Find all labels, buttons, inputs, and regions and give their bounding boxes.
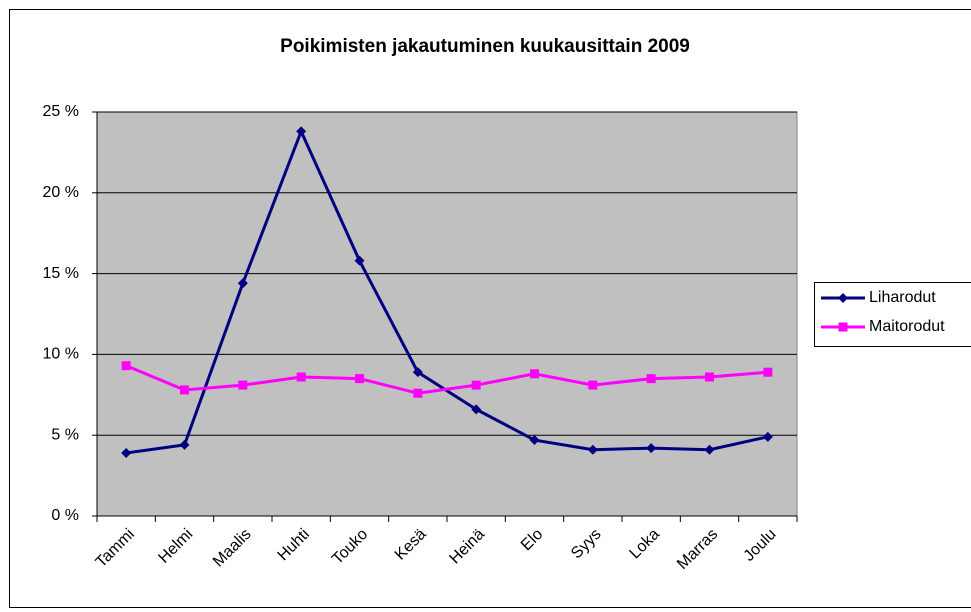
marker	[762, 431, 773, 442]
chart-title: Poikimisten jakautuminen kuukausittain 2…	[280, 36, 690, 57]
marker	[471, 380, 481, 390]
y-tick-label: 15 %	[43, 265, 79, 282]
marker	[838, 322, 848, 332]
marker	[237, 278, 248, 289]
marker	[180, 385, 189, 395]
marker	[179, 439, 190, 450]
legend-label: Maitorodut	[869, 318, 945, 335]
marker	[355, 374, 364, 384]
y-tick-label: 10 %	[43, 346, 79, 363]
legend-label: Liharodut	[869, 289, 936, 306]
marker	[296, 372, 306, 382]
marker	[646, 374, 656, 384]
series-line	[125, 364, 768, 395]
marker	[705, 372, 714, 382]
marker	[529, 435, 540, 446]
marker	[413, 388, 423, 398]
marker	[238, 380, 248, 390]
marker	[296, 126, 307, 137]
marker	[530, 369, 539, 379]
y-tick-label: 25 %	[43, 103, 79, 120]
legend-box	[814, 282, 971, 347]
marker	[588, 380, 598, 390]
marker	[354, 255, 365, 266]
marker	[412, 367, 423, 378]
series-line	[125, 127, 769, 455]
marker	[587, 444, 598, 455]
marker	[646, 443, 657, 454]
marker	[704, 444, 715, 455]
y-tick-label: 0 %	[51, 507, 79, 524]
marker	[121, 447, 132, 458]
plot-area	[96, 111, 798, 517]
marker	[471, 404, 482, 415]
marker	[838, 293, 848, 303]
y-tick-label: 5 %	[51, 426, 79, 443]
marker	[121, 361, 131, 371]
marker	[763, 367, 773, 377]
y-tick-label: 20 %	[43, 184, 79, 201]
